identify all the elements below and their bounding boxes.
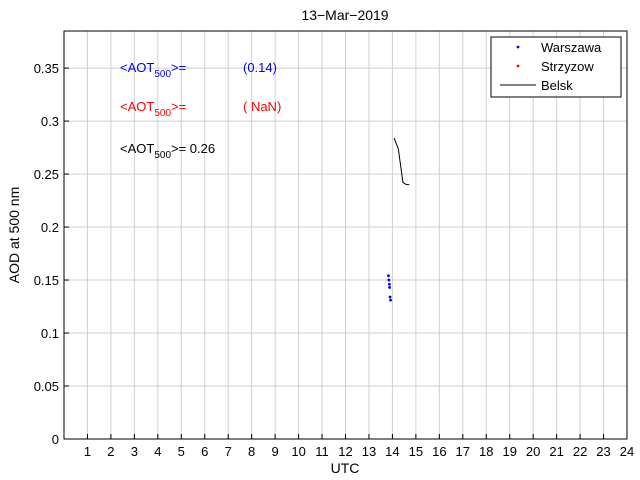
annotation-subscript: 500	[154, 108, 171, 119]
annotation-prefix: <AOT	[120, 99, 154, 114]
y-tick-label: 0.15	[34, 273, 59, 288]
x-tick-label: 14	[385, 444, 399, 459]
y-tick-label: 0	[52, 432, 59, 447]
x-tick-label: 12	[338, 444, 352, 459]
annotation-suffix: >= 0.26	[171, 141, 215, 156]
mean-aot-annotation: <AOT500>= 0.26	[120, 141, 215, 161]
data-point-warszawa	[389, 298, 392, 302]
annotations: <AOT500>= (0.14)<AOT500>=( NaN)<AOT500>= …	[120, 60, 281, 161]
x-tick-label: 5	[178, 444, 185, 459]
series-line-belsk	[393, 137, 410, 186]
data-point-warszawa	[387, 282, 391, 286]
x-tick-label: 3	[131, 444, 138, 459]
y-tick-label: 0.2	[41, 220, 59, 235]
annotation-prefix: <AOT	[120, 141, 154, 156]
y-tick-label: 0.1	[41, 326, 59, 341]
data-point-warszawa	[387, 274, 390, 278]
x-tick-label: 17	[456, 444, 470, 459]
y-tick-label: 0.05	[34, 379, 59, 394]
legend-label-warszawa: Warszawa	[541, 40, 602, 55]
x-tick-label: 7	[225, 444, 232, 459]
annotation-prefix: <AOT	[120, 60, 154, 75]
legend-marker-warszawa	[516, 45, 520, 49]
x-tick-label: 11	[315, 444, 329, 459]
annotation-subscript: 500	[154, 150, 171, 161]
y-axis-ticks: 0 0.05 0.1 0.15 0.2 0.25 0.3 0.35	[34, 61, 69, 447]
annotation-suffix: >=	[171, 60, 186, 75]
x-tick-label: 23	[596, 444, 610, 459]
y-tick-label: 0.35	[34, 61, 59, 76]
x-tick-label: 15	[409, 444, 423, 459]
y-tick-label: 0.3	[41, 114, 59, 129]
annotation-value: ( NaN)	[243, 99, 281, 114]
x-tick-label: 20	[526, 444, 540, 459]
x-tick-label: 4	[154, 444, 161, 459]
x-tick-label: 21	[549, 444, 563, 459]
x-tick-label: 18	[479, 444, 493, 459]
legend-box	[490, 36, 622, 98]
plot-series	[387, 137, 410, 302]
x-axis-label: UTC	[331, 460, 360, 476]
x-tick-label: 1	[84, 444, 91, 459]
mean-aot-annotation: <AOT500>=	[120, 60, 186, 80]
legend-label-strzyzow: Strzyzow	[541, 59, 594, 74]
x-tick-label: 13	[362, 444, 376, 459]
mean-aot-annotation: <AOT500>=	[120, 99, 186, 119]
legend-marker-strzyzow	[516, 64, 520, 68]
y-tick-label: 0.25	[34, 167, 59, 182]
x-tick-label: 2	[107, 444, 114, 459]
x-axis-ticks: 1 2 3 4 5 6 7 8 9 10 11 12 13 14 15 16 17 18 19 20 21 22 23 24	[84, 434, 634, 459]
x-tick-label: 19	[502, 444, 516, 459]
x-tick-label: 16	[432, 444, 446, 459]
annotation-suffix: >=	[171, 99, 186, 114]
x-tick-label: 22	[573, 444, 587, 459]
data-point-warszawa	[388, 286, 392, 289]
x-tick-label: 24	[620, 444, 634, 459]
x-tick-label: 9	[272, 444, 279, 459]
x-tick-label: 10	[291, 444, 305, 459]
annotation-subscript: 500	[154, 69, 171, 80]
legend: Warszawa Strzyzow Belsk	[490, 36, 622, 98]
data-point-warszawa	[387, 278, 391, 282]
data-point-warszawa	[388, 295, 392, 299]
x-tick-label: 6	[201, 444, 208, 459]
chart-title: 13−Mar−2019	[301, 7, 388, 23]
y-axis-label: AOD at 500 nm	[6, 187, 22, 284]
annotation-value: (0.14)	[243, 60, 277, 75]
legend-label-belsk: Belsk	[541, 78, 573, 93]
x-tick-label: 8	[248, 444, 255, 459]
